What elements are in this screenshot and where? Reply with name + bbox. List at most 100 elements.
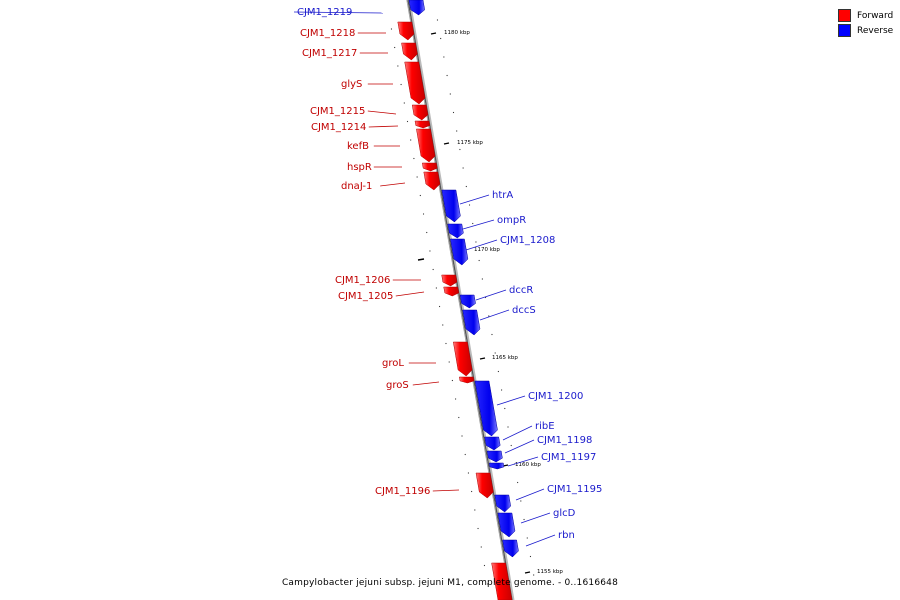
scale-tick-mark xyxy=(430,32,437,35)
gene-label-cjm1_1197: CJM1_1197 xyxy=(541,452,596,463)
minor-dot xyxy=(400,83,402,86)
gene-arrow-ribe xyxy=(484,436,501,451)
gene-arrow-cjm1_1200 xyxy=(474,380,498,437)
minor-dot xyxy=(442,324,444,326)
minor-dot xyxy=(426,231,428,234)
minor-dot xyxy=(413,157,415,160)
gene-label-cjm1_1206: CJM1_1206 xyxy=(335,275,390,286)
minor-dot xyxy=(459,148,461,151)
minor-dot xyxy=(390,28,393,30)
label-leader-line xyxy=(462,219,495,230)
scale-tick-label: 1165 kbp xyxy=(492,355,518,361)
minor-dot xyxy=(448,361,450,363)
gene-arrow-cjm1_1197 xyxy=(489,462,505,470)
gene-label-ompr: ompR xyxy=(497,215,526,226)
minor-dot xyxy=(445,342,447,345)
minor-dot xyxy=(451,379,453,382)
gene-label-gros: groS xyxy=(386,380,409,391)
minor-dot xyxy=(435,287,437,289)
minor-dot xyxy=(477,527,479,530)
label-leader-line xyxy=(525,534,556,547)
gene-arrow-glcd xyxy=(497,512,516,538)
scale-tick-label: 1155 kbp xyxy=(537,569,563,575)
scale-tick-mark xyxy=(524,571,531,574)
minor-dot xyxy=(481,278,483,280)
minor-dot xyxy=(520,500,522,502)
gene-label-htra: htrA xyxy=(492,190,513,201)
minor-dot xyxy=(467,472,470,474)
minor-dot xyxy=(462,167,464,169)
gene-arrow-cjm1_1219 xyxy=(408,0,425,16)
minor-dot xyxy=(456,130,458,132)
scale-tick-label: 1175 kbp xyxy=(457,140,483,146)
gene-label-cjm1_1214: CJM1_1214 xyxy=(311,122,366,133)
gene-arrow-unlabelled xyxy=(491,562,513,600)
minor-dot xyxy=(488,315,490,317)
label-leader-line xyxy=(479,309,510,321)
minor-dot xyxy=(472,222,474,225)
gene-arrow-grol xyxy=(453,341,473,377)
minor-dot xyxy=(452,111,455,114)
minor-dot xyxy=(403,102,405,104)
gene-label-rbn: rbn xyxy=(558,530,575,541)
gene-label-grol: groL xyxy=(382,358,404,369)
gene-label-cjm1_1217: CJM1_1217 xyxy=(302,48,357,59)
gene-arrow-gros xyxy=(459,376,475,384)
gene-label-dccs: dccS xyxy=(512,305,536,316)
minor-dot xyxy=(471,490,473,493)
gene-arrow-htra xyxy=(441,189,461,223)
gene-arrow-cjm1_1217 xyxy=(401,42,418,61)
label-leader-line xyxy=(395,291,425,297)
label-leader-line xyxy=(368,125,399,128)
minor-dot xyxy=(475,241,477,243)
scale-tick-label: 1180 kbp xyxy=(444,30,470,36)
minor-dot xyxy=(517,481,519,484)
legend-reverse-label: Reverse xyxy=(857,25,894,36)
gene-arrow-dnaj-1 xyxy=(423,171,441,191)
label-leader-line xyxy=(507,456,539,467)
gene-arrow-cjm1_1195 xyxy=(494,494,511,513)
label-leader-line xyxy=(412,381,440,386)
label-leader-line xyxy=(496,395,526,406)
gene-label-glys: glyS xyxy=(341,79,362,90)
minor-dot xyxy=(523,518,525,521)
minor-dot xyxy=(480,546,482,548)
label-leader-line xyxy=(502,425,533,441)
label-leader-line xyxy=(520,512,551,524)
forward-swatch xyxy=(838,9,851,22)
minor-dot xyxy=(443,56,445,58)
minor-dot xyxy=(464,453,466,456)
scale-tick-label: 1160 kbp xyxy=(515,462,541,468)
minor-dot xyxy=(440,37,442,40)
label-leader-line xyxy=(293,11,384,14)
gene-label-dccr: dccR xyxy=(509,285,533,296)
gene-label-cjm1_1208: CJM1_1208 xyxy=(500,235,555,246)
gene-arrow-cjm1_1196 xyxy=(475,472,494,499)
gene-label-cjm1_1196: CJM1_1196 xyxy=(375,486,430,497)
label-leader-line xyxy=(504,439,535,454)
minor-dot xyxy=(458,416,460,419)
minor-dot xyxy=(510,444,512,447)
minor-dot xyxy=(533,574,535,576)
minor-dot xyxy=(410,139,412,141)
minor-dot xyxy=(491,333,493,336)
minor-dot xyxy=(416,176,418,178)
gene-labels: CJM1_1219CJM1_1218CJM1_1217glySCJM1_1215… xyxy=(293,7,602,547)
minor-dot xyxy=(474,509,476,511)
scale-tick-mark xyxy=(417,258,425,261)
minor-dot xyxy=(478,259,480,262)
gene-label-cjm1_1195: CJM1_1195 xyxy=(547,484,602,495)
gene-arrow-kefb xyxy=(416,128,436,163)
legend-forward: Forward xyxy=(838,8,893,23)
minor-dot xyxy=(436,19,439,21)
minor-dot xyxy=(419,194,421,197)
label-leader-line xyxy=(432,489,460,492)
gene-arrow-rbn xyxy=(502,539,519,558)
gene-label-dnaj-1: dnaJ-1 xyxy=(341,181,372,192)
minor-dot xyxy=(455,398,457,400)
gene-label-cjm1_1205: CJM1_1205 xyxy=(338,291,393,302)
gene-label-glcd: glcD xyxy=(553,508,576,519)
gene-arrow-cjm1_1215 xyxy=(411,104,429,121)
gene-arrow-cjm1_1198 xyxy=(486,450,503,463)
